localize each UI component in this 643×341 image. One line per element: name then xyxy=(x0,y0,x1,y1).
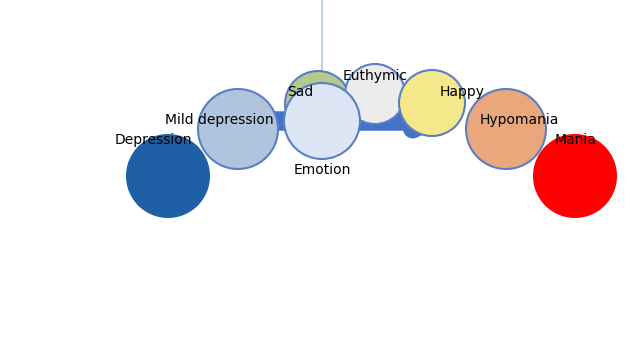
Circle shape xyxy=(345,64,405,124)
Circle shape xyxy=(284,83,360,159)
Text: Emotion: Emotion xyxy=(293,163,350,177)
Circle shape xyxy=(399,70,465,136)
Text: Euthymic: Euthymic xyxy=(343,69,408,83)
Text: Happy: Happy xyxy=(440,85,485,99)
Circle shape xyxy=(198,89,278,169)
Text: Mania: Mania xyxy=(555,133,597,147)
Circle shape xyxy=(285,71,351,137)
Text: Mild depression: Mild depression xyxy=(165,113,274,127)
Text: Hypomania: Hypomania xyxy=(480,113,559,127)
Text: Depression: Depression xyxy=(115,133,192,147)
Circle shape xyxy=(466,89,546,169)
Text: Sad: Sad xyxy=(287,85,313,99)
Circle shape xyxy=(126,134,210,218)
Circle shape xyxy=(533,134,617,218)
